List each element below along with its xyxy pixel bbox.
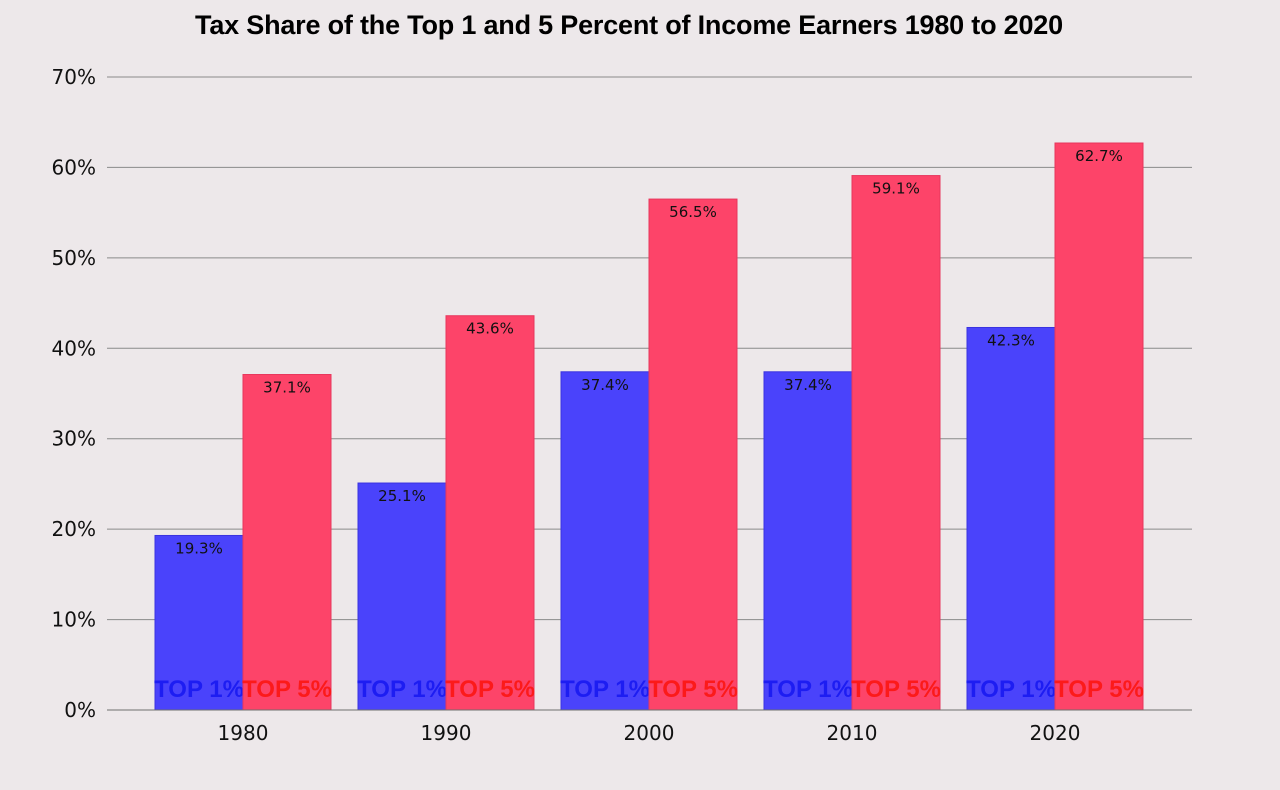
x-tick-label: 2000 [624, 721, 675, 745]
y-tick-label: 30% [52, 427, 96, 451]
bar [1054, 142, 1144, 711]
series-label: TOP 5% [1054, 676, 1144, 703]
data-label: 25.1% [378, 487, 426, 505]
data-label: 43.6% [466, 320, 514, 338]
series-label: TOP 1% [966, 676, 1056, 703]
bar [154, 534, 244, 711]
bar [648, 198, 738, 711]
data-label: 37.1% [263, 379, 311, 397]
series-label: TOP 1% [154, 676, 244, 703]
y-tick-label: 60% [52, 155, 96, 179]
data-label: 19.3% [175, 539, 223, 557]
bar [357, 482, 447, 711]
bar [851, 175, 941, 711]
data-label: 59.1% [872, 180, 920, 198]
y-tick-label: 10% [52, 608, 96, 632]
series-label: TOP 5% [648, 676, 738, 703]
bar [763, 371, 853, 711]
data-label: 37.4% [581, 376, 629, 394]
series-label: TOP 1% [763, 676, 853, 703]
bar [966, 326, 1056, 711]
y-tick-label: 40% [52, 336, 96, 360]
x-tick-label: 2020 [1030, 721, 1081, 745]
y-tick-label: 50% [52, 246, 96, 270]
series-label: TOP 1% [357, 676, 447, 703]
bar [445, 315, 535, 711]
y-tick-label: 0% [64, 698, 96, 722]
x-tick-label: 2010 [827, 721, 878, 745]
data-label: 56.5% [669, 203, 717, 221]
chart-title: Tax Share of the Top 1 and 5 Percent of … [195, 10, 1063, 40]
data-label: 42.3% [987, 331, 1035, 349]
x-tick-label: 1990 [421, 721, 472, 745]
bar [242, 374, 332, 711]
series-label: TOP 5% [851, 676, 941, 703]
bar [560, 371, 650, 711]
series-label: TOP 5% [445, 676, 535, 703]
series-label: TOP 1% [560, 676, 650, 703]
data-label: 37.4% [784, 376, 832, 394]
data-label: 62.7% [1075, 147, 1123, 165]
y-tick-label: 70% [52, 65, 96, 89]
x-tick-label: 1980 [218, 721, 269, 745]
series-label: TOP 5% [242, 676, 332, 703]
y-tick-label: 20% [52, 517, 96, 541]
